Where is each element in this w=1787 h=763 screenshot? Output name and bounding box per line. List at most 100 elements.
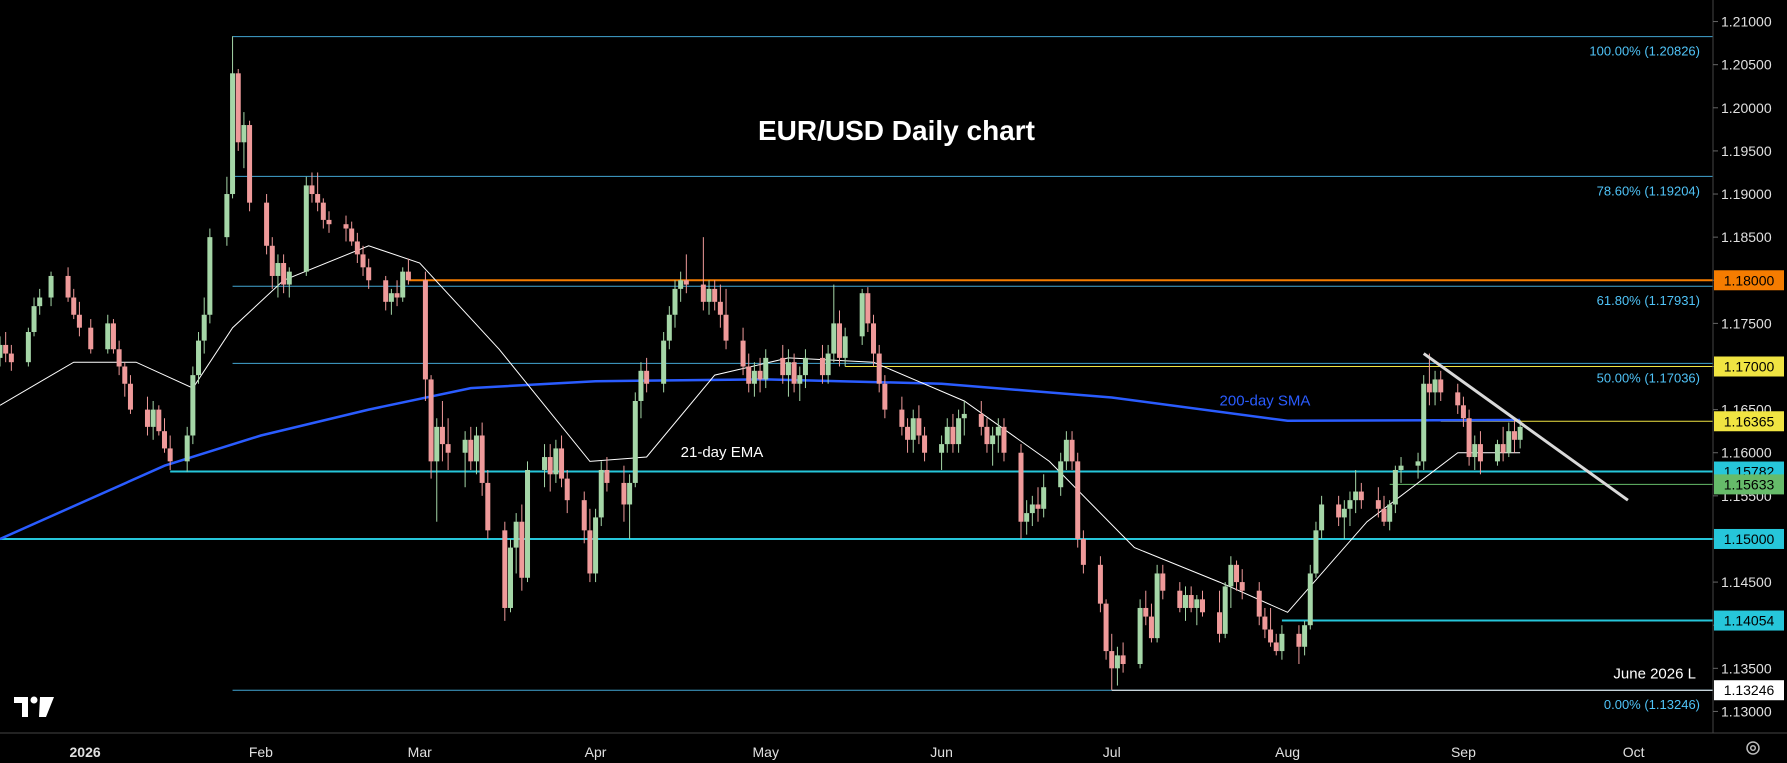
candle-body <box>593 517 599 574</box>
candle <box>1500 426 1506 462</box>
candle-body <box>587 530 593 574</box>
y-tick-label: 1.19000 <box>1721 186 1772 202</box>
y-tick-label: 1.20000 <box>1721 100 1772 116</box>
price-axis <box>1713 0 1787 763</box>
candle <box>190 366 196 445</box>
candle-body <box>1268 629 1274 643</box>
y-tick-label: 1.14500 <box>1721 574 1772 590</box>
candle-body <box>836 323 842 358</box>
candle-body <box>394 293 400 298</box>
candle <box>513 513 519 574</box>
candle <box>264 194 270 255</box>
candle <box>286 267 292 298</box>
tradingview-logo-icon[interactable] <box>14 695 54 719</box>
x-tick-label: May <box>753 744 779 760</box>
candle-body <box>819 357 825 376</box>
x-tick-label: Jun <box>930 744 953 760</box>
candle-body <box>1222 586 1228 634</box>
candle <box>1024 500 1030 535</box>
candle-body <box>1432 379 1438 393</box>
candle <box>422 271 428 401</box>
candle-body <box>519 521 525 578</box>
annotation-label: June 2026 L <box>1613 666 1696 683</box>
candle <box>275 254 281 298</box>
x-tick-label: Jul <box>1103 744 1121 760</box>
candle <box>439 400 445 462</box>
candle <box>627 474 633 539</box>
candle <box>400 267 406 302</box>
candle <box>984 418 990 453</box>
candle <box>632 392 638 488</box>
candle-body <box>1307 573 1313 626</box>
candle-body <box>1506 431 1512 453</box>
candle-body <box>995 426 1001 436</box>
price-tag: 1.15000 <box>1714 528 1784 549</box>
candle <box>309 172 315 203</box>
candle-body <box>751 370 757 384</box>
candle-body <box>445 444 451 453</box>
candle <box>683 254 689 294</box>
candle <box>127 375 133 414</box>
candle <box>122 362 128 397</box>
candle-body <box>428 379 434 462</box>
candle-body <box>1024 513 1030 522</box>
candle <box>950 413 956 453</box>
candle-body <box>542 457 548 470</box>
fib-label: 0.00% (1.13246) <box>1604 697 1700 712</box>
candle <box>1075 452 1081 548</box>
candle-body <box>343 224 349 229</box>
candle-body <box>190 375 196 436</box>
candle-body <box>825 353 831 376</box>
candle-body <box>899 409 905 427</box>
candle-body <box>1279 633 1285 652</box>
candle <box>150 400 156 440</box>
x-tick-label: Apr <box>585 744 607 760</box>
candle <box>1148 603 1154 643</box>
candle <box>564 469 570 514</box>
candle-body <box>196 340 202 376</box>
candle-body <box>661 340 667 384</box>
candle <box>1302 620 1308 656</box>
candle-body <box>116 349 122 367</box>
candle-body <box>1262 616 1268 630</box>
candle <box>666 306 672 350</box>
candle <box>1313 521 1319 578</box>
candle-body <box>1058 461 1064 488</box>
candle <box>1182 586 1188 621</box>
candle <box>706 280 712 315</box>
candle <box>269 237 275 289</box>
trendline <box>1422 352 1629 502</box>
candle-body <box>1256 590 1262 617</box>
candle-body <box>31 306 37 333</box>
gear-icon[interactable] <box>1743 738 1763 758</box>
candle-body <box>105 323 111 350</box>
annotation-label: 21-day EMA <box>681 444 764 461</box>
candle <box>1069 431 1075 470</box>
candle <box>553 439 559 483</box>
candle-body <box>1517 426 1523 440</box>
candle <box>1143 590 1149 626</box>
price-tag-label: 1.15633 <box>1724 476 1775 492</box>
candle <box>1097 556 1103 613</box>
candle <box>995 418 1001 453</box>
candle-body <box>564 478 570 501</box>
candle-body <box>1041 487 1047 509</box>
price-tag-bg <box>1714 610 1784 631</box>
price-tag-bg <box>1714 680 1784 701</box>
candle <box>315 172 321 212</box>
fib-label: 78.60% (1.19204) <box>1597 183 1700 198</box>
x-tick-label: Oct <box>1623 744 1645 760</box>
candle-body <box>286 271 292 285</box>
candle-body <box>700 284 706 302</box>
candle-body <box>201 314 207 341</box>
candle-body <box>241 125 247 143</box>
candle-body <box>672 288 678 315</box>
candle <box>241 112 247 169</box>
candle <box>1347 491 1353 527</box>
price-tag-label: 1.18000 <box>1724 272 1775 288</box>
candle-body <box>559 448 565 479</box>
candle-body <box>604 469 610 483</box>
candle-body <box>763 357 769 380</box>
candle-body <box>644 370 650 384</box>
